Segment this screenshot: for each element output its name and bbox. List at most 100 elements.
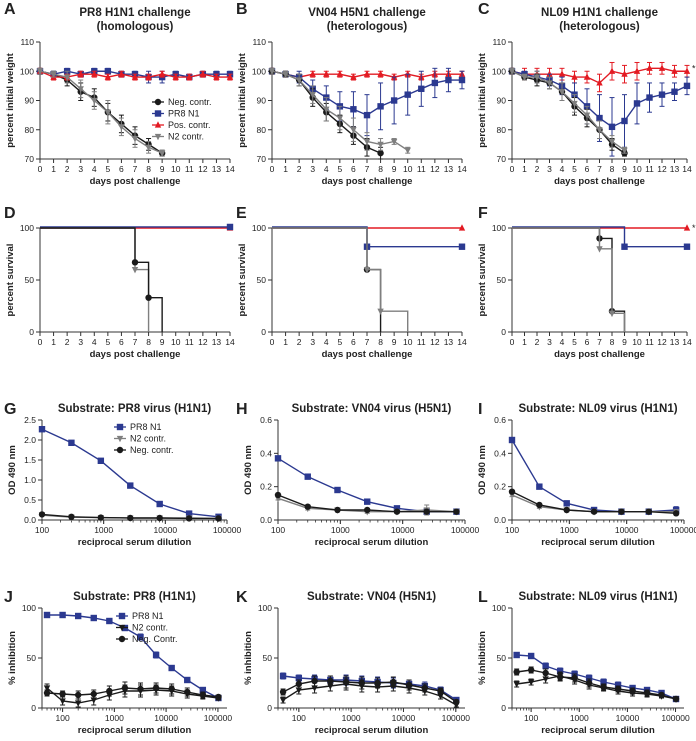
chart-title: Substrate: VN04 virus (H5N1) bbox=[292, 403, 452, 415]
x-tick-label: 8 bbox=[610, 337, 615, 347]
legend: PR8 N1 N2 contr.Neg. Contr. bbox=[116, 611, 178, 644]
data-point bbox=[377, 149, 384, 157]
data-point bbox=[453, 508, 460, 515]
legend-marker bbox=[116, 446, 124, 454]
data-point bbox=[393, 505, 401, 512]
x-tick-label: 2 bbox=[65, 337, 70, 347]
data-point bbox=[279, 697, 287, 704]
chart-title: Substrate: PR8 virus (H1N1) bbox=[58, 403, 212, 415]
y-tick-label: 0.0 bbox=[494, 515, 506, 525]
data-point bbox=[295, 687, 303, 694]
panel-letter: B bbox=[236, 1, 248, 18]
data-point bbox=[600, 683, 607, 691]
data-point bbox=[323, 70, 330, 77]
legend-item: N2 contr. bbox=[116, 623, 168, 633]
y-tick-label: 0 bbox=[501, 327, 506, 337]
panel-j: J Substrate: PR8 (H1N1) 0 50 100 100 1000 10000… bbox=[4, 589, 232, 736]
data-point bbox=[453, 698, 460, 706]
data-point bbox=[431, 79, 439, 87]
data-point bbox=[104, 73, 112, 80]
series-line bbox=[282, 680, 457, 703]
y-axis-label: % inhibition bbox=[243, 631, 254, 685]
x-tick-label: 10 bbox=[403, 164, 413, 174]
series-pr8-n1 bbox=[38, 426, 222, 520]
series-n2-contr bbox=[268, 67, 411, 155]
y-tick-label: 50 bbox=[263, 653, 273, 663]
x-tick-label: 12 bbox=[430, 164, 440, 174]
x-axis-label: days post challenge bbox=[90, 349, 181, 360]
series-n2-contr bbox=[43, 683, 222, 708]
data-point bbox=[156, 500, 163, 508]
data-point bbox=[596, 114, 603, 122]
y-tick-label: 0 bbox=[501, 703, 506, 713]
x-tick-label: 3 bbox=[547, 164, 552, 174]
x-tick-label: 10 bbox=[632, 164, 642, 174]
data-point bbox=[268, 68, 276, 76]
x-tick-label: 14 bbox=[682, 164, 692, 174]
y-axis-label: % inhibition bbox=[7, 631, 18, 685]
x-tick-label: 7 bbox=[365, 164, 370, 174]
series-n2-contr bbox=[512, 227, 626, 332]
x-tick-label: 100 bbox=[292, 713, 306, 723]
data-point bbox=[390, 73, 398, 80]
series-line bbox=[511, 70, 625, 154]
y-tick-label: 50 bbox=[25, 275, 35, 285]
data-point bbox=[608, 123, 616, 131]
survival-line bbox=[40, 227, 150, 332]
data-point bbox=[38, 426, 46, 433]
data-point bbox=[583, 73, 591, 80]
series-neg-contr bbox=[274, 491, 460, 515]
data-point bbox=[558, 89, 566, 96]
x-tick-label: 100 bbox=[56, 713, 70, 723]
x-tick-label: 2 bbox=[535, 337, 540, 347]
significance-annotation: * bbox=[692, 63, 696, 73]
data-point bbox=[213, 73, 220, 80]
data-point bbox=[393, 508, 401, 515]
data-point bbox=[74, 700, 82, 707]
data-point bbox=[423, 508, 430, 515]
x-tick-label: 6 bbox=[585, 337, 590, 347]
data-point bbox=[542, 669, 549, 677]
x-tick-label: 1 bbox=[522, 337, 527, 347]
y-tick-label: 0.4 bbox=[494, 448, 506, 458]
data-point bbox=[614, 685, 622, 693]
data-point bbox=[585, 679, 593, 687]
legend-marker bbox=[118, 612, 126, 620]
data-point bbox=[421, 684, 429, 692]
legend-label: Neg. Contr. bbox=[132, 634, 178, 644]
series-n2-contr bbox=[40, 227, 150, 332]
y-tick-label: 100 bbox=[492, 603, 506, 613]
step-marker bbox=[363, 267, 371, 274]
series-line bbox=[511, 439, 677, 513]
y-tick-label: 100 bbox=[22, 603, 36, 613]
y-tick-label: 100 bbox=[492, 223, 506, 233]
legend-item: Pos. contr. bbox=[152, 120, 211, 130]
series-line bbox=[39, 70, 163, 154]
x-tick-label: 14 bbox=[457, 164, 467, 174]
y-tick-label: 110 bbox=[252, 37, 266, 47]
data-point bbox=[118, 124, 125, 131]
data-point bbox=[127, 482, 134, 489]
data-point bbox=[90, 697, 97, 704]
x-tick-label: 0 bbox=[270, 337, 275, 347]
x-tick-label: 12 bbox=[430, 337, 440, 347]
data-point bbox=[390, 678, 397, 686]
data-point bbox=[323, 106, 330, 114]
data-point bbox=[364, 498, 371, 505]
step-marker bbox=[131, 259, 139, 266]
x-tick-label: 10 bbox=[171, 164, 181, 174]
chart-subtitle: (heterologous) bbox=[559, 21, 640, 33]
x-tick-label: 100000 bbox=[442, 713, 471, 723]
x-tick-label: 13 bbox=[670, 164, 680, 174]
x-tick-label: 4 bbox=[560, 164, 565, 174]
data-point bbox=[583, 112, 591, 119]
legend-label: N2 contr. bbox=[132, 623, 168, 633]
y-tick-label: 50 bbox=[497, 275, 507, 285]
data-point bbox=[608, 138, 616, 146]
data-point bbox=[437, 693, 444, 700]
x-tick-label: 9 bbox=[392, 337, 397, 347]
y-tick-label: 0.6 bbox=[494, 415, 506, 425]
data-point bbox=[199, 70, 207, 77]
series-neg-contr bbox=[508, 488, 680, 517]
